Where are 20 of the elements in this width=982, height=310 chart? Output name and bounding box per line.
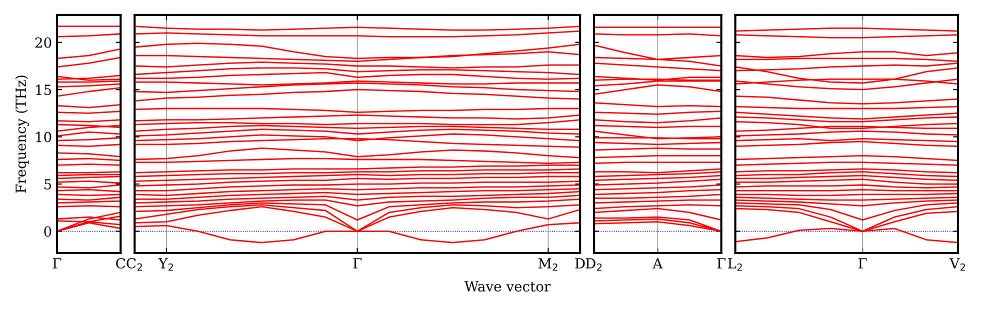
x-tick-label: A [652, 258, 663, 268]
x-tick-label: D [575, 258, 585, 268]
x-tick-label: Γ [353, 258, 362, 268]
x-tick-label: Γ [52, 258, 62, 268]
y-tick-label: 0 [44, 226, 52, 237]
y-axis-title: Frequency (THz) [15, 76, 29, 193]
x-tick-label: D$_{2}$ [586, 258, 602, 271]
y-tick-label: 10 [36, 132, 52, 142]
x-tick-label: C [116, 258, 126, 269]
y-tick-label: 20 [35, 37, 52, 48]
x-tick-label: M$_{2}$ [538, 258, 558, 271]
x-tick-label: L$_{2}$ [728, 258, 742, 271]
x-axis-title: Wave vector [464, 281, 551, 292]
x-tick-label: V$_{2}$ [949, 258, 965, 271]
x-tick-label: C$_{2}$ [126, 258, 142, 271]
y-tick-label: 15 [36, 84, 52, 96]
y-tick-label: 5 [44, 179, 52, 190]
x-tick-label: Y$_{2}$ [158, 258, 173, 271]
x-tick-label: Γ [858, 258, 867, 268]
x-tick-label: Γ [717, 258, 726, 268]
